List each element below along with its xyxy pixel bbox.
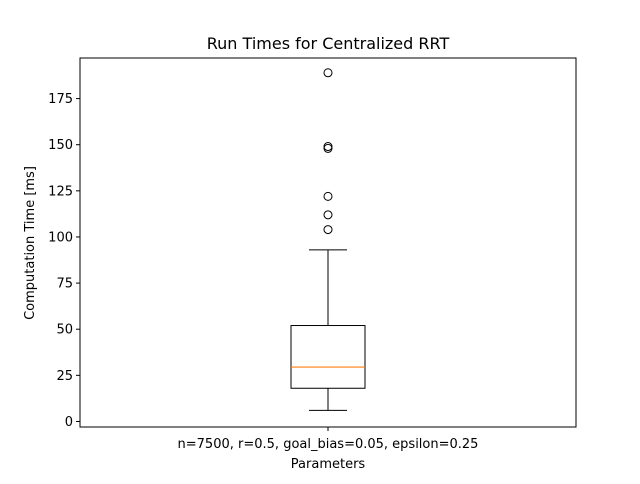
y-axis-ticks: 0 25 50 75 100 125 150 175: [48, 92, 329, 431]
plot-frame: [79, 57, 577, 428]
y-tick-label: 125: [48, 184, 73, 199]
y-tick-label: 100: [48, 230, 73, 245]
outlier-point: [323, 191, 333, 201]
y-tick-label: 175: [48, 92, 73, 107]
y-tick-label: 50: [56, 323, 73, 338]
y-tick-label: 75: [56, 277, 73, 292]
y-tick-label: 25: [56, 369, 73, 384]
outlier-point: [323, 210, 333, 220]
x-tick-label: n=7500, r=0.5, goal_bias=0.05, epsilon=0…: [178, 437, 479, 452]
y-tick-label: 0: [65, 415, 73, 430]
box-plot-series: [290, 68, 366, 411]
outlier-point: [323, 142, 333, 152]
y-axis-label: Computation Time [ms]: [23, 166, 38, 320]
interquartile-box: [290, 325, 366, 389]
x-axis-label: Parameters: [291, 457, 366, 472]
outlier-point: [323, 68, 333, 78]
chart-title: Run Times for Centralized RRT: [207, 34, 450, 53]
y-tick-label: 150: [48, 138, 73, 153]
outlier-point: [323, 225, 333, 235]
